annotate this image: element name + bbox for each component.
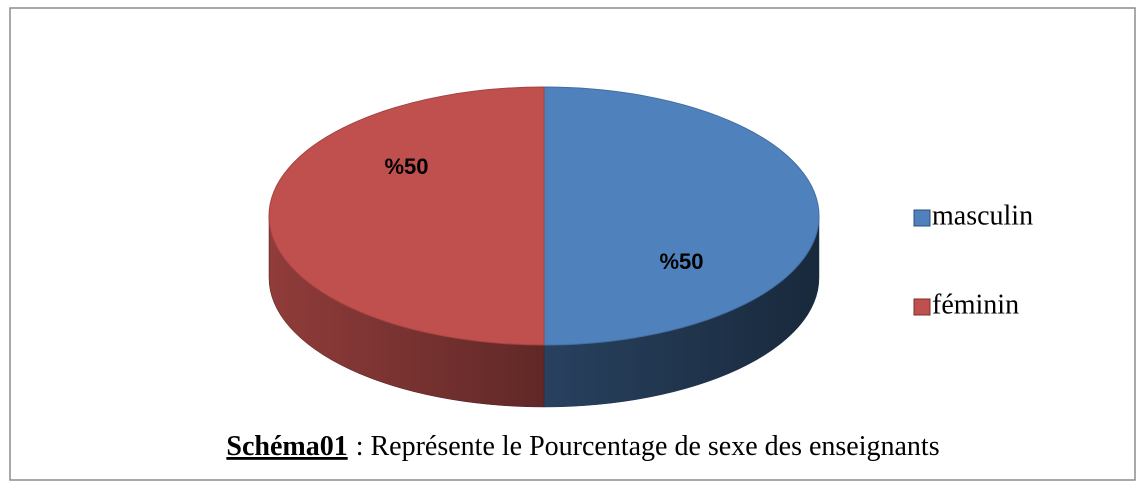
legend-label: masculin — [932, 200, 1033, 231]
data-label: %50 — [384, 154, 428, 179]
caption: Schéma01 : Représente le Pourcentage de s… — [226, 431, 939, 462]
legend-swatch — [913, 298, 931, 316]
slice — [543, 86, 820, 346]
slice — [268, 86, 545, 346]
caption-text: : Représente le Pourcentage de sexe des … — [356, 431, 940, 462]
caption-label: Schéma01 — [226, 431, 347, 462]
data-label: %50 — [659, 249, 703, 274]
legend-swatch — [913, 209, 931, 227]
legend-label: féminin — [932, 289, 1019, 320]
